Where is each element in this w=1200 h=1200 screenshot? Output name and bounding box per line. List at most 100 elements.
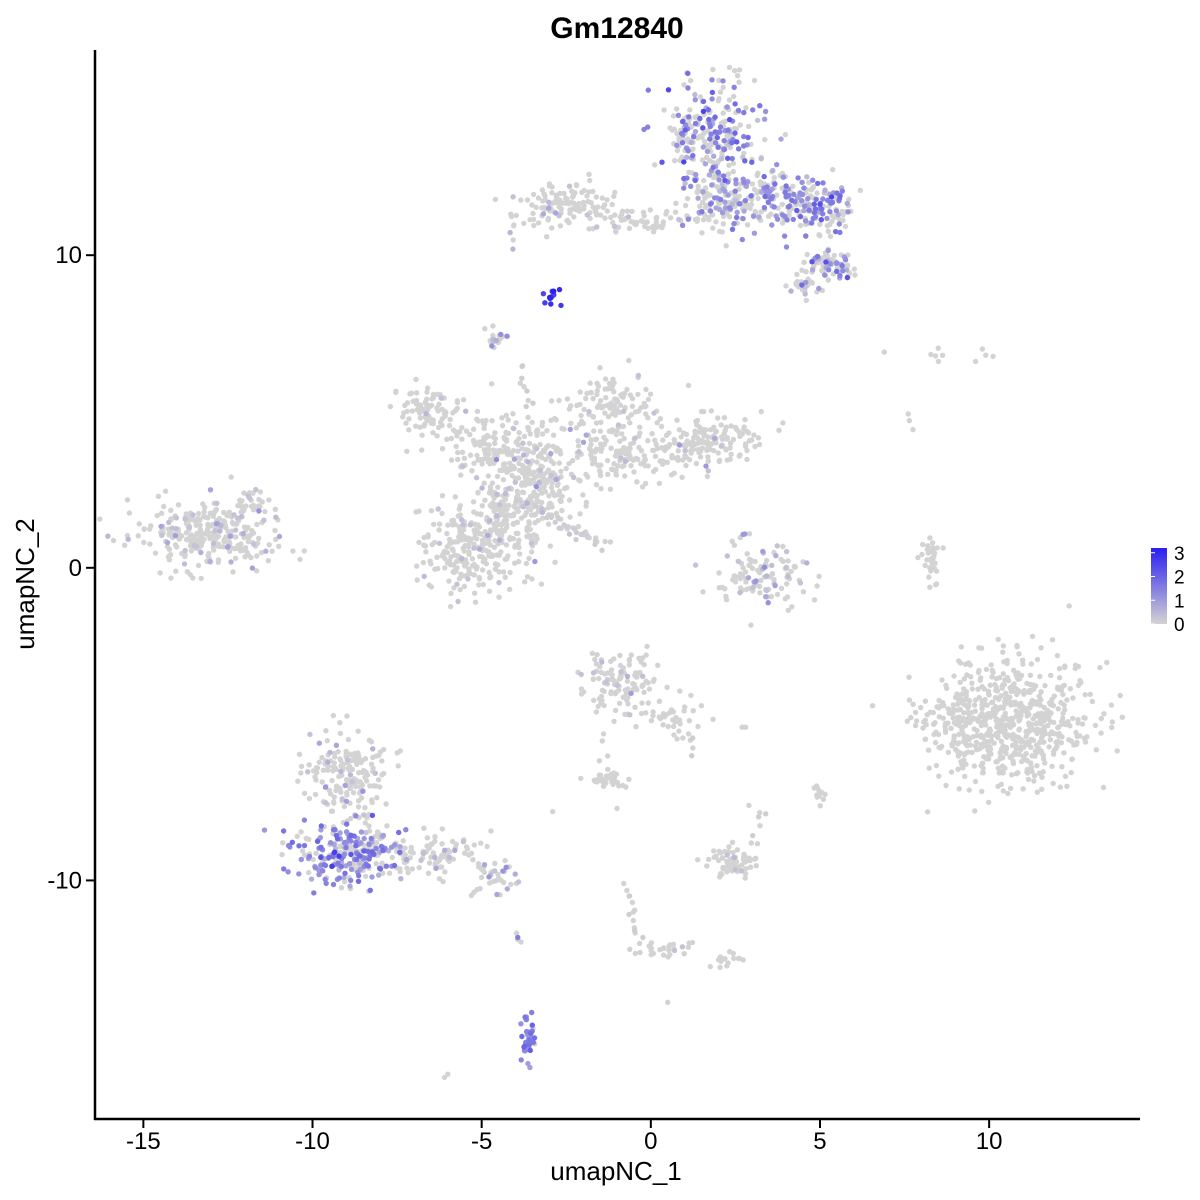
cell-point (313, 777, 319, 783)
cell-point (607, 539, 614, 545)
cell-point (571, 474, 577, 481)
cell-point (481, 480, 487, 486)
cell-point (991, 740, 997, 746)
cell-point (242, 554, 248, 560)
cell-point (611, 193, 617, 200)
cell-point (556, 488, 563, 494)
cell-point (323, 880, 329, 887)
cell-point (679, 474, 685, 480)
cell-point (1002, 696, 1009, 702)
cell-point (590, 670, 597, 676)
cell-point (486, 446, 492, 452)
cell-point (580, 439, 587, 445)
cell-point (1104, 659, 1110, 666)
cell-point (609, 382, 616, 388)
cell-point (922, 562, 928, 569)
cell-point (524, 500, 530, 506)
cell-point (983, 352, 989, 358)
cell-point (588, 437, 594, 443)
cell-point (728, 423, 734, 429)
cell-point (608, 690, 614, 697)
cell-point (258, 549, 265, 556)
cell-point (366, 737, 373, 743)
cell-point (791, 563, 797, 570)
cell-point (618, 674, 624, 681)
cell-point (961, 676, 968, 682)
cell-point (720, 84, 726, 91)
cell-point (685, 382, 692, 389)
cell-point (783, 183, 789, 189)
cell-point (657, 458, 663, 464)
cell-point (607, 486, 614, 492)
cell-point (626, 662, 632, 668)
cell-point (316, 759, 322, 765)
cell-point (694, 189, 700, 196)
cell-point (757, 103, 763, 109)
cell-point (716, 77, 722, 84)
cell-point (604, 197, 610, 203)
cell-point (708, 408, 714, 414)
cell-point (343, 844, 349, 851)
cell-point (483, 455, 489, 462)
cell-point (514, 488, 520, 494)
cell-point (497, 449, 504, 455)
cell-point (438, 395, 444, 401)
cell-point (335, 860, 341, 866)
cell-point (715, 450, 721, 456)
cell-point (641, 689, 647, 695)
cell-point (629, 208, 635, 214)
cell-point (188, 516, 195, 522)
cell-point (758, 189, 765, 195)
cell-point (517, 551, 523, 557)
cell-point (783, 244, 790, 250)
cell-point (761, 204, 768, 211)
cell-point (537, 467, 544, 474)
cell-point (1029, 633, 1036, 640)
cell-point (528, 1030, 534, 1037)
cell-point (485, 532, 491, 538)
cell-point (992, 681, 998, 688)
cell-point (519, 375, 525, 381)
cell-point (492, 196, 499, 203)
cell-point (468, 850, 475, 856)
cell-point (158, 510, 165, 516)
cell-point (974, 727, 980, 734)
cell-point (513, 530, 519, 536)
cell-point (486, 588, 493, 594)
points-layer (97, 64, 1126, 1081)
cell-point (1039, 774, 1045, 780)
cell-point (972, 358, 979, 365)
cell-point (681, 159, 687, 165)
cell-point (699, 209, 705, 215)
cell-point (317, 834, 324, 841)
cell-point (221, 538, 227, 545)
cell-point (820, 180, 826, 186)
cell-point (539, 205, 545, 211)
cell-point (676, 427, 683, 433)
cell-point (576, 449, 582, 455)
cell-point (969, 749, 975, 756)
cell-point (637, 424, 643, 430)
cell-point (731, 93, 737, 100)
cell-point (1007, 785, 1014, 792)
cell-point (310, 768, 317, 774)
cell-point (526, 1038, 533, 1044)
cell-point (934, 704, 940, 710)
cell-point (467, 452, 474, 458)
cell-point (725, 171, 732, 177)
cell-point (915, 554, 921, 561)
cell-point (525, 459, 531, 465)
cell-point (573, 203, 579, 210)
cell-point (746, 438, 753, 444)
cell-point (453, 443, 459, 450)
cell-point (419, 432, 425, 438)
cell-point (966, 697, 972, 703)
cell-point (557, 223, 564, 229)
cell-point (571, 214, 577, 220)
cell-point (716, 570, 722, 576)
cell-point (588, 452, 594, 458)
cell-point (1089, 698, 1096, 705)
cell-point (591, 457, 598, 463)
cell-point (421, 573, 427, 580)
cell-point (686, 114, 692, 120)
